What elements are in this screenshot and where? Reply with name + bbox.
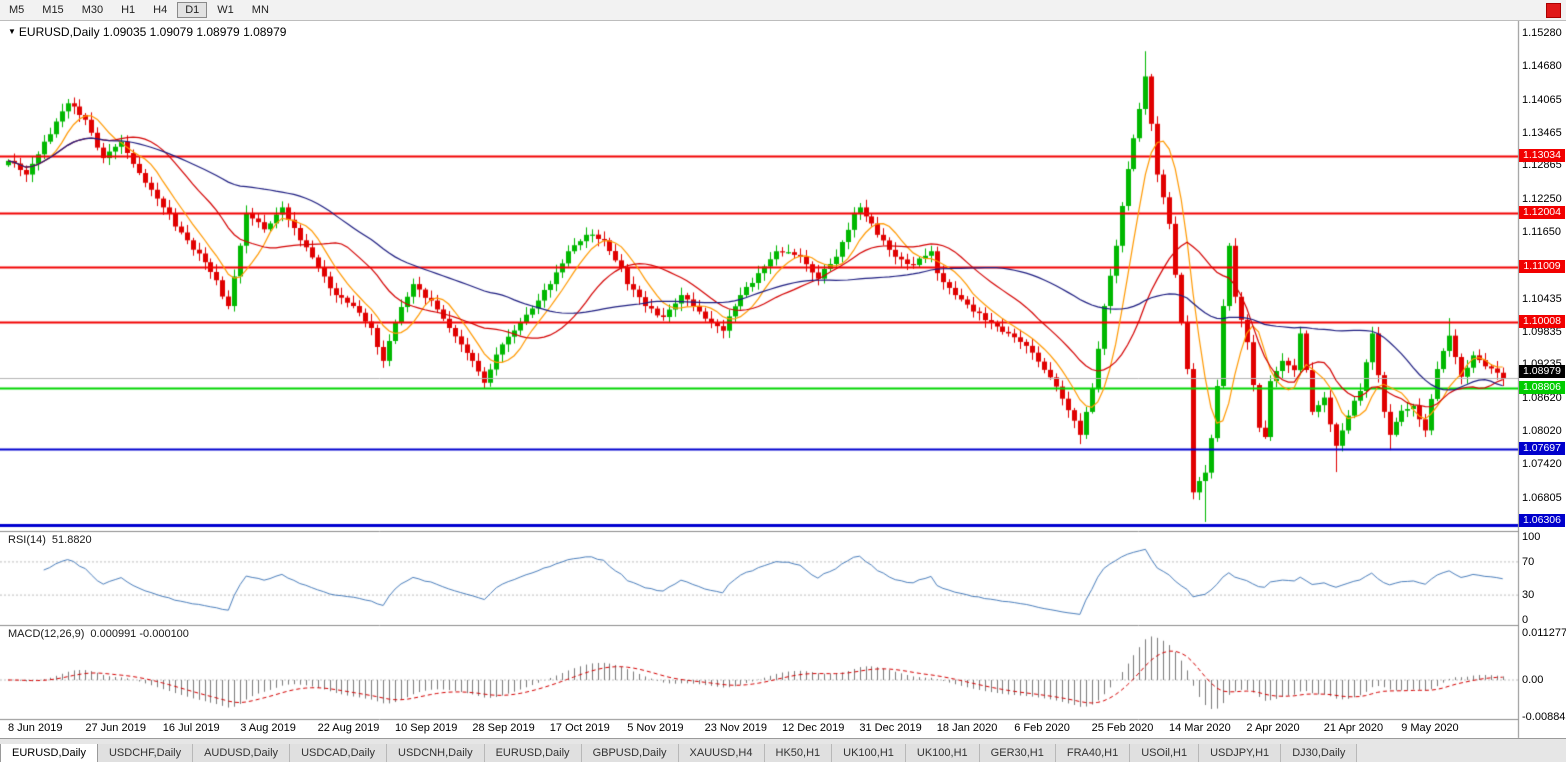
date-axis-label: 25 Feb 2020 [1091, 722, 1154, 734]
date-axis-label: 21 Apr 2020 [1323, 722, 1384, 734]
macd-axis-label: 0.00 [1522, 674, 1544, 686]
price-axis-label: 1.08020 [1522, 425, 1562, 437]
tab-usdcnh-daily[interactable]: USDCNH,Daily [387, 744, 485, 762]
price-axis-label: 1.15280 [1522, 27, 1562, 40]
tab-uk100-h1[interactable]: UK100,H1 [905, 744, 980, 762]
timeframe-m15[interactable]: M15 [42, 4, 64, 16]
price-axis-label: 1.11650 [1522, 226, 1561, 239]
tab-gbpusd-daily[interactable]: GBPUSD,Daily [581, 744, 679, 762]
timeframe-mn[interactable]: MN [251, 4, 269, 16]
symbol-dropdown-icon: ▼ [8, 27, 16, 36]
rsi-indicator-label: RSI(14) 51.8820 [8, 534, 92, 546]
resistance-3-badge: 1.11009 [1519, 260, 1565, 274]
rsi-axis-label: 30 [1522, 589, 1535, 602]
tab-eurusd-daily[interactable]: EURUSD,Daily [484, 744, 582, 762]
tab-ger30-h1[interactable]: GER30,H1 [979, 744, 1056, 762]
resistance-4-badge: 1.10008 [1519, 315, 1565, 329]
date-axis[interactable]: 8 Jun 2019 27 Jun 2019 16 Jul 2019 3 Aug 20… [0, 719, 1518, 738]
price-axis-label: 1.10435 [1522, 292, 1562, 305]
timeframe-h4[interactable]: H4 [153, 4, 168, 16]
alert-status-icon[interactable] [1546, 3, 1561, 18]
date-axis-label: 3 Aug 2019 [240, 722, 296, 734]
date-axis-label: 10 Sep 2019 [395, 722, 458, 734]
price-axis-label: 1.12865 [1522, 159, 1562, 172]
support-blue-1-badge: 1.07697 [1519, 441, 1565, 455]
resistance-2-badge: 1.12004 [1519, 205, 1565, 219]
rsi-axis-label: 100 [1522, 531, 1541, 543]
date-axis-label: 16 Jul 2019 [162, 722, 220, 734]
date-axis-label: 5 Nov 2019 [627, 722, 684, 734]
date-axis-label: 31 Dec 2019 [859, 722, 922, 734]
macd-indicator-label: MACD(12,26,9) 0.000991 -0.000100 [8, 628, 189, 640]
resistance-1-badge: 1.13034 [1519, 149, 1565, 163]
timeframe-m30[interactable]: M30 [81, 4, 104, 16]
date-axis-label: 8 Jun 2019 [8, 722, 63, 734]
macd-name: MACD(12,26,9) [8, 628, 85, 640]
date-axis-label: 6 Feb 2020 [1014, 722, 1070, 734]
support-green-badge: 1.08806 [1519, 380, 1565, 394]
date-axis-label: 12 Dec 2019 [782, 722, 845, 734]
timeframe-toolbar: M5 M15 M30 H1 H4 D1 W1 MN [0, 0, 1566, 21]
macd-main-value: 0.000991 [90, 628, 137, 640]
rsi-axis-label: 70 [1522, 555, 1535, 568]
timeframe-h1[interactable]: H1 [121, 4, 136, 16]
price-axis-label: 1.08620 [1522, 392, 1562, 405]
date-axis-label: 23 Nov 2019 [704, 722, 767, 734]
macd-axis-label: -0.008845 [1522, 710, 1566, 723]
chart-ohlc-title: EURUSD,Daily 1.09035 1.09079 1.08979 1.0… [18, 25, 287, 39]
price-axis-label: 1.13465 [1522, 126, 1562, 139]
price-axis-label: 1.06805 [1522, 491, 1562, 504]
tab-audusd-daily[interactable]: AUDUSD,Daily [193, 744, 291, 762]
timeframe-list: M5 M15 M30 H1 H4 D1 W1 MN [0, 2, 278, 18]
support-blue-2-badge: 1.06306 [1519, 513, 1565, 527]
tab-usdcad-daily[interactable]: USDCAD,Daily [290, 744, 388, 762]
rsi-name: RSI(14) [8, 534, 46, 546]
date-axis-label: 2 Apr 2020 [1246, 722, 1300, 734]
tab-hk50-h1[interactable]: HK50,H1 [764, 744, 833, 762]
timeframe-m5[interactable]: M5 [9, 4, 25, 16]
rsi-indicator-value: 51.8820 [51, 534, 92, 546]
chart-symbol-title: ▼ EURUSD,Daily 1.09035 1.09079 1.08979 1.… [8, 25, 286, 39]
timeframe-d1[interactable]: D1 [177, 2, 208, 18]
date-axis-label: 18 Jan 2020 [936, 722, 998, 734]
price-axis-label: 1.09835 [1522, 325, 1562, 338]
chart-tabs: EURUSD,Daily USDCHF,Daily AUDUSD,Daily USDC… [0, 738, 1566, 762]
macd-signal-value: -0.000100 [139, 628, 189, 640]
price-axis[interactable]: 1.15280 1.14680 1.14065 1.13465 1.12865 1.122… [1519, 20, 1566, 738]
date-axis-label: 28 Sep 2019 [472, 722, 535, 734]
date-axis-label: 27 Jun 2019 [85, 722, 146, 734]
tab-fra40-h1[interactable]: FRA40,H1 [1055, 744, 1131, 762]
date-axis-label: 17 Oct 2019 [549, 722, 610, 734]
tab-usdchf-daily[interactable]: USDCHF,Daily [97, 744, 194, 762]
date-axis-label: 9 May 2020 [1401, 722, 1459, 734]
price-axis-label: 1.12250 [1522, 193, 1562, 206]
tab-uk100-h1[interactable]: UK100,H1 [832, 744, 906, 762]
rsi-axis-label: 0 [1522, 614, 1529, 626]
date-axis-label: 22 Aug 2019 [317, 722, 380, 734]
bid-price-badge: 1.08979 [1519, 365, 1565, 379]
macd-axis-label: 0.011277 [1522, 626, 1566, 639]
tab-dj30-daily[interactable]: DJ30,Daily [1281, 744, 1358, 762]
price-axis-label: 1.14680 [1522, 60, 1562, 73]
tab-xauusd-h4[interactable]: XAUUSD,H4 [678, 744, 765, 762]
tab-usdjpy-h1[interactable]: USDJPY,H1 [1199, 744, 1282, 762]
timeframe-w1[interactable]: W1 [217, 4, 234, 16]
tab-usoil-h1[interactable]: USOil,H1 [1130, 744, 1200, 762]
price-axis-label: 1.07420 [1522, 457, 1562, 470]
price-axis-label: 1.14065 [1522, 93, 1562, 106]
date-axis-label: 14 Mar 2020 [1169, 722, 1231, 734]
tab-eurusd-daily[interactable]: EURUSD,Daily [0, 744, 98, 762]
